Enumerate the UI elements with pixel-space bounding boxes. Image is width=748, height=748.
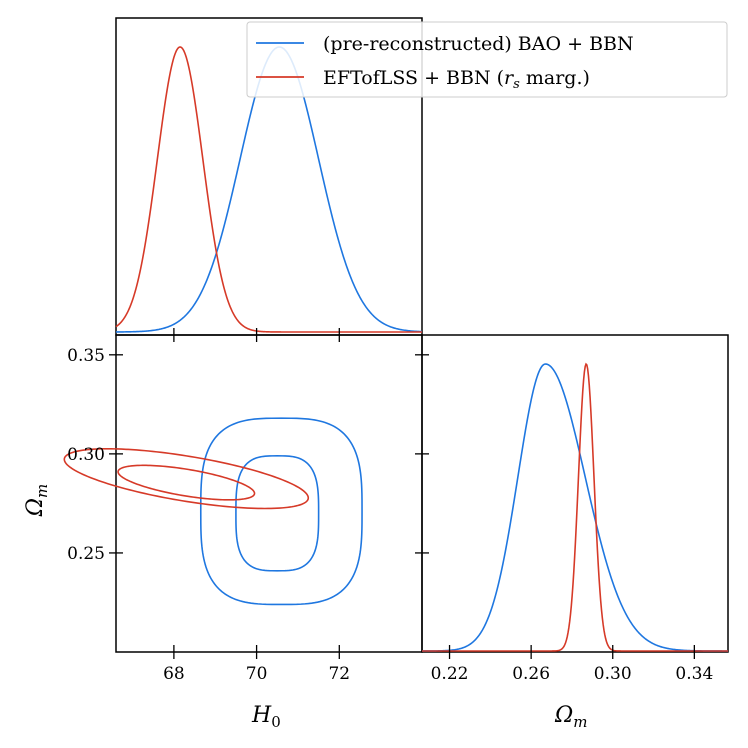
- contour-eft-95: [63, 447, 310, 510]
- x-axis-label-h0: H0: [251, 703, 281, 731]
- x-tick-label-h0: 70: [246, 664, 268, 684]
- h0-posterior-curve-eft: [115, 46, 422, 333]
- x-axis-label-om: Ωm: [554, 703, 587, 731]
- contour-bao-95: [199, 417, 363, 606]
- x-tick-label-om: 0.22: [431, 664, 469, 684]
- om-posterior-curve-eft: [422, 362, 728, 652]
- legend-box: [246, 21, 728, 98]
- x-tick-label-om: 0.34: [675, 664, 713, 684]
- x-tick-label-h0: 68: [163, 664, 185, 684]
- x-tick-label-om: 0.30: [594, 664, 632, 684]
- legend-label-bao: (pre-reconstructed) BAO + BBN: [323, 33, 634, 55]
- y-tick-label-om: 0.30: [67, 445, 105, 465]
- tick-layer: 68 70 72 0.25 0.30 0.35 0.22 0.26 0.30 0.34: [67, 328, 713, 684]
- contour-eft-68: [117, 464, 256, 501]
- curve-layer: [63, 46, 728, 652]
- om-posterior-curve-bao: [422, 363, 728, 652]
- x-tick-label-om: 0.26: [512, 664, 550, 684]
- x-tick-label-h0: 72: [328, 664, 350, 684]
- y-tick-label-om: 0.25: [67, 544, 105, 564]
- om-posterior-panel: [421, 334, 729, 653]
- legend-label-eft: EFTofLSS + BBN (rs marg.): [323, 67, 590, 92]
- contour-bao-68: [235, 455, 320, 572]
- y-axis-label-om: Ωm: [23, 484, 51, 517]
- legend: (pre-reconstructed) BAO + BBN EFTofLSS +…: [246, 21, 728, 98]
- y-tick-label-om: 0.35: [67, 346, 105, 366]
